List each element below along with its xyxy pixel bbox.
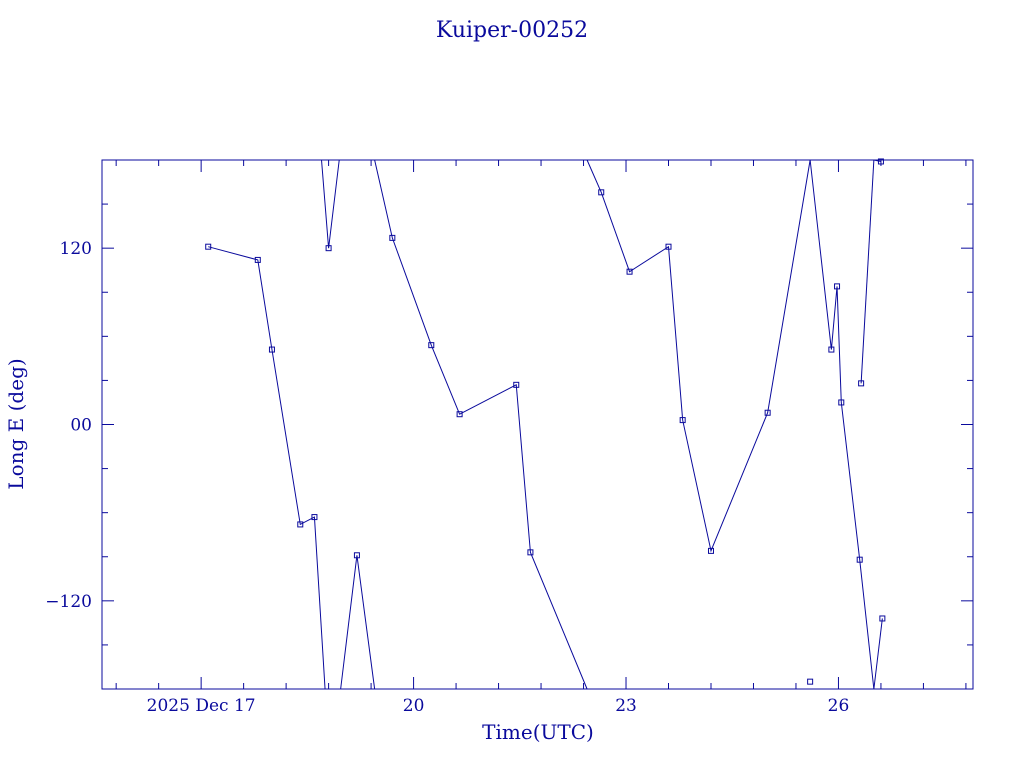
x-tick-label: 26 [828,696,850,716]
data-point-marker [428,342,435,349]
axis-ticks [102,159,973,690]
series-lines [208,159,883,690]
data-point-marker [626,268,633,275]
series-line-segment [860,159,875,384]
data-point-marker [764,409,771,416]
data-point-marker [254,256,261,263]
data-point-marker [834,283,841,290]
x-tick-label: 2025 Dec 17 [147,696,256,716]
y-tick-label: −120 [45,592,92,612]
data-point-marker [879,615,886,622]
data-point-marker [389,234,396,241]
chart-title: Kuiper-00252 [436,18,588,43]
data-point-marker [311,514,318,521]
x-tick-label: 23 [615,696,637,716]
y-tick-label: 120 [60,239,92,259]
data-point-marker [856,556,863,563]
data-point-marker [598,189,605,196]
data-point-marker [456,411,463,418]
data-point-marker [268,346,275,353]
data-point-marker [858,380,865,387]
series-line-segment [321,159,340,249]
data-point-marker [679,417,686,424]
x-axis-label: Time(UTC) [482,720,594,744]
data-point-marker [297,521,304,528]
series-line-segment [340,555,376,690]
data-point-marker [513,381,520,388]
series-line-segment [873,159,882,162]
plot-frame [101,159,974,690]
data-point-marker [807,678,814,685]
data-point-marker [877,158,884,165]
data-point-marker [325,245,332,252]
series-markers [205,158,886,685]
y-tick-label: 00 [70,416,92,436]
x-tick-label: 20 [403,696,425,716]
series-line-segment [873,618,883,690]
data-point-marker [828,346,835,353]
y-axis-label: Long E (deg) [4,358,28,489]
data-point-marker [527,549,534,556]
axis-tick-labels: 2025 Dec 17 20 23 26 120 00 −120 [45,239,849,716]
series-line-segment [586,159,811,553]
series-line-segment [809,159,875,690]
data-point-marker [205,243,212,250]
series-line-segment [208,246,326,690]
data-point-marker [353,552,360,559]
series-line-segment [374,159,588,690]
data-point-marker [707,547,714,554]
data-point-marker [838,399,845,406]
data-point-marker [665,243,672,250]
